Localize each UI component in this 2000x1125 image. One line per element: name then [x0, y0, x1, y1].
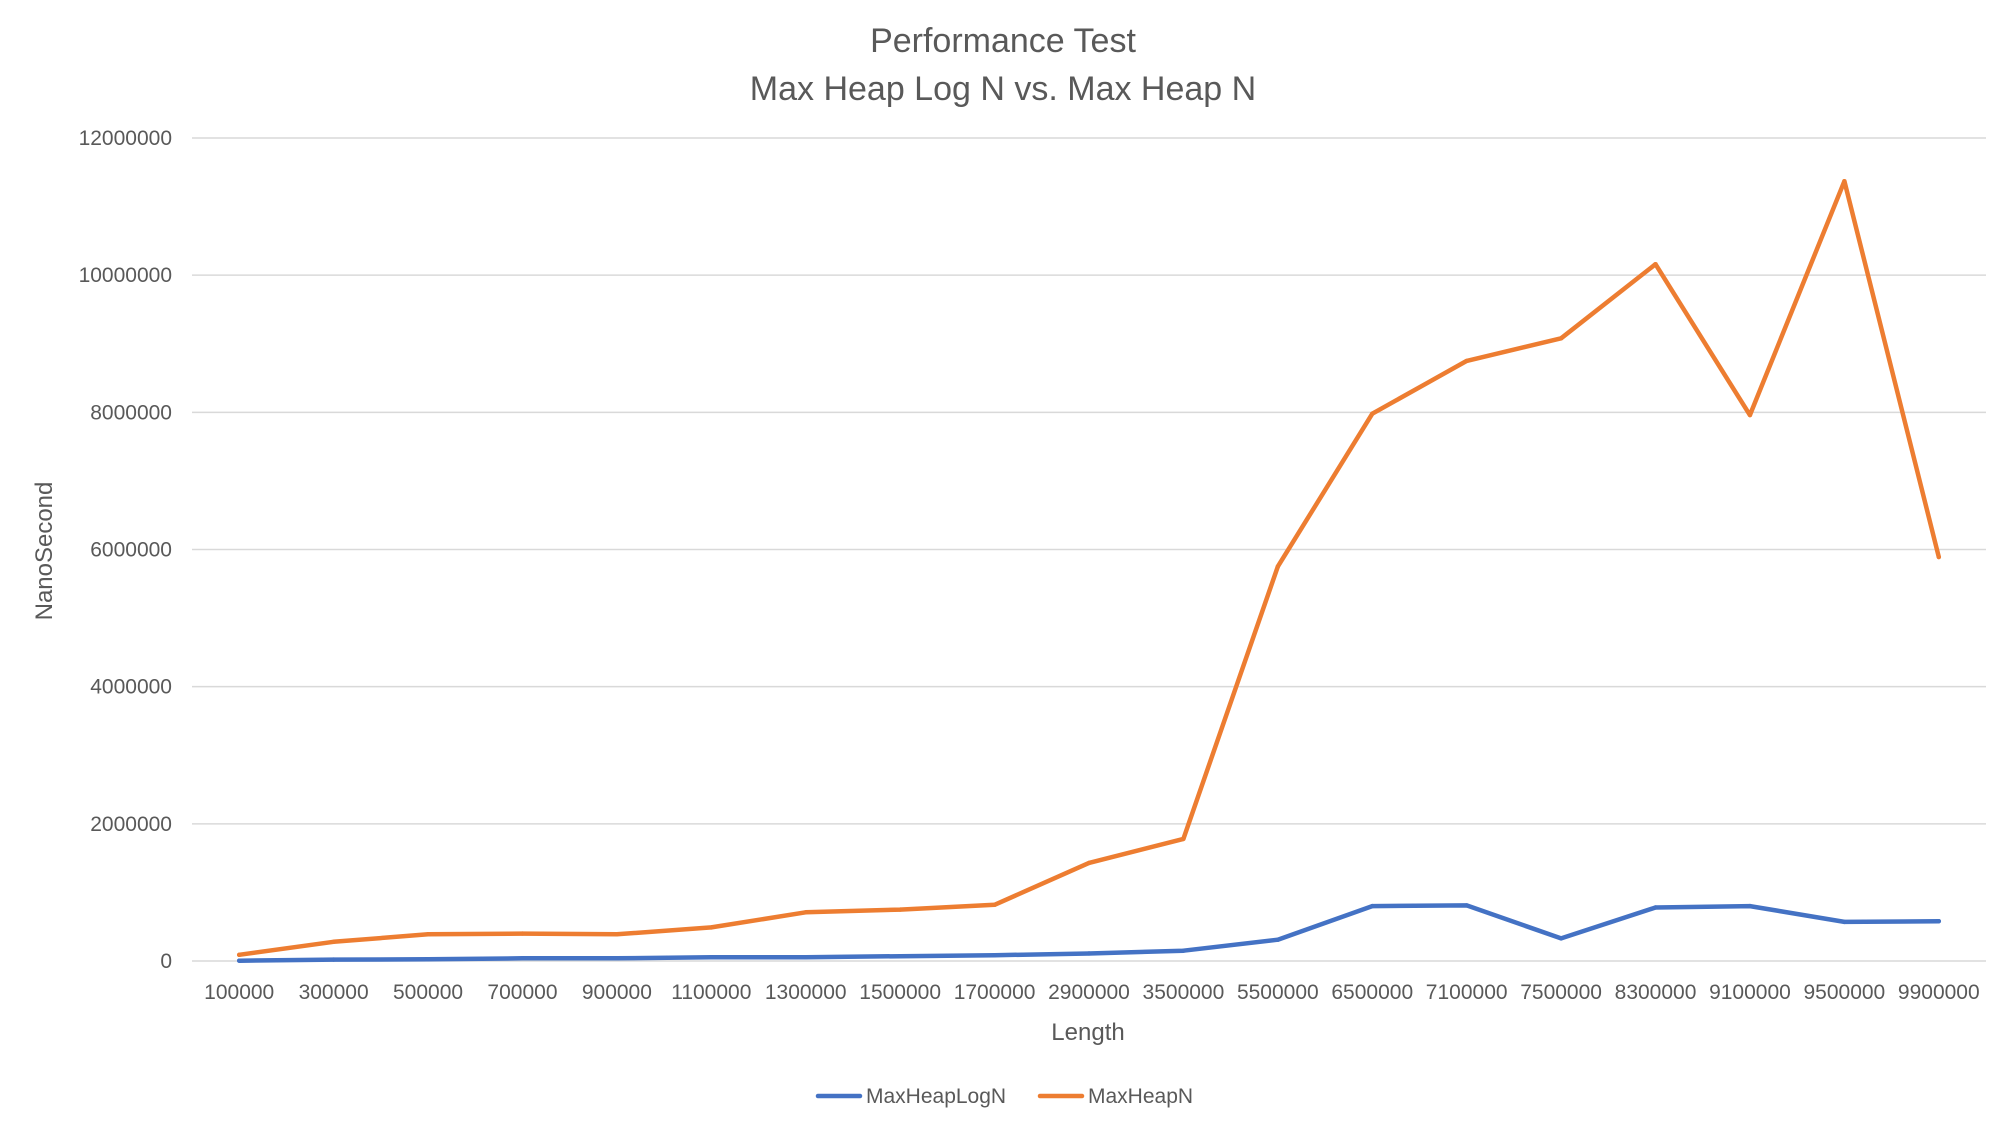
data-point-MaxHeapN — [1464, 358, 1469, 364]
x-tick-label: 7100000 — [1426, 981, 1508, 1004]
legend: MaxHeapLogN MaxHeapN — [815, 1085, 1193, 1108]
legend-label-MaxHeapLogN: MaxHeapLogN — [866, 1085, 1006, 1108]
data-point-MaxHeapLogN — [520, 956, 525, 961]
data-point-MaxHeapN — [1558, 336, 1564, 341]
x-tick-label: 1700000 — [954, 981, 1036, 1004]
y-tick-label: 10000000 — [79, 264, 172, 287]
data-point-MaxHeapLogN — [1275, 937, 1281, 942]
y-tick-label: 4000000 — [90, 676, 172, 699]
series-line-MaxHeapN — [236, 178, 1942, 958]
x-tick-label: 700000 — [487, 981, 557, 1004]
data-point-MaxHeapLogN — [897, 953, 903, 959]
x-tick-label: 6500000 — [1331, 981, 1413, 1004]
x-axis-ticks: 100000 300000 500000 700000 900000 1100000 130… — [204, 981, 1980, 1004]
data-point-MaxHeapN — [1181, 836, 1186, 842]
data-point-MaxHeapLogN — [1653, 905, 1658, 910]
data-point-MaxHeapN — [237, 952, 242, 958]
chart-title: Performance Test — [870, 22, 1136, 60]
x-tick-label: 900000 — [582, 981, 652, 1004]
data-point-MaxHeapLogN — [237, 958, 242, 963]
data-point-MaxHeapN — [1653, 261, 1658, 267]
data-point-MaxHeapN — [1370, 411, 1375, 416]
x-tick-label: 100000 — [204, 981, 274, 1004]
data-point-MaxHeapLogN — [1370, 903, 1375, 909]
x-tick-label: 9500000 — [1803, 981, 1885, 1004]
x-tick-label: 1500000 — [859, 981, 941, 1004]
data-point-MaxHeapN — [803, 910, 808, 915]
x-tick-label: 2900000 — [1048, 981, 1130, 1004]
data-point-MaxHeapLogN — [614, 956, 620, 961]
data-point-MaxHeapLogN — [803, 955, 808, 960]
data-point-MaxHeapLogN — [1842, 919, 1847, 925]
legend-label-MaxHeapN: MaxHeapN — [1088, 1085, 1193, 1108]
x-tick-label: 8300000 — [1615, 981, 1697, 1004]
data-point-MaxHeapN — [614, 932, 620, 937]
x-tick-label: 9900000 — [1898, 981, 1980, 1004]
y-tick-label: 12000000 — [79, 127, 172, 150]
y-tick-label: 6000000 — [90, 539, 172, 562]
data-point-MaxHeapN — [709, 925, 714, 930]
data-point-MaxHeapLogN — [1747, 903, 1753, 909]
data-point-MaxHeapN — [992, 902, 997, 907]
x-tick-label: 3500000 — [1143, 981, 1225, 1004]
data-point-MaxHeapN — [1275, 564, 1281, 569]
data-point-MaxHeapLogN — [1181, 948, 1186, 953]
data-point-MaxHeapN — [1936, 554, 1941, 560]
x-tick-label: 5500000 — [1237, 981, 1319, 1004]
data-point-MaxHeapN — [425, 932, 431, 937]
data-point-MaxHeapN — [1842, 179, 1847, 184]
x-tick-label: 1100000 — [671, 981, 751, 1004]
y-tick-label: 2000000 — [90, 813, 172, 836]
data-point-MaxHeapN — [331, 939, 336, 944]
x-axis-title: Length — [1051, 1019, 1124, 1046]
x-tick-label: 9100000 — [1709, 981, 1791, 1004]
data-point-MaxHeapLogN — [331, 957, 336, 962]
data-point-MaxHeapLogN — [1086, 951, 1092, 956]
x-tick-label: 1300000 — [765, 981, 847, 1004]
data-point-MaxHeapLogN — [709, 955, 714, 960]
data-point-MaxHeapLogN — [1936, 919, 1941, 924]
y-axis-title: NanoSecond — [31, 482, 58, 621]
x-tick-label: 500000 — [393, 981, 463, 1004]
data-point-MaxHeapLogN — [992, 952, 997, 958]
data-point-MaxHeapN — [1747, 412, 1753, 418]
y-tick-label: 8000000 — [90, 401, 172, 424]
chart-subtitle: Max Heap Log N vs. Max Heap N — [750, 70, 1256, 108]
series-lines — [236, 178, 1942, 963]
y-axis-ticks: 0 2000000 4000000 6000000 8000000 10000000 120… — [79, 127, 172, 973]
data-point-MaxHeapLogN — [1464, 903, 1469, 908]
data-point-MaxHeapN — [520, 931, 525, 936]
y-tick-label: 0 — [160, 950, 172, 973]
x-tick-label: 7500000 — [1520, 981, 1602, 1004]
data-point-MaxHeapLogN — [1558, 936, 1564, 941]
x-tick-label: 300000 — [299, 981, 369, 1004]
data-point-MaxHeapN — [1086, 860, 1092, 866]
data-point-MaxHeapN — [897, 907, 903, 912]
gridlines — [192, 137, 1986, 962]
data-point-MaxHeapLogN — [425, 957, 431, 962]
